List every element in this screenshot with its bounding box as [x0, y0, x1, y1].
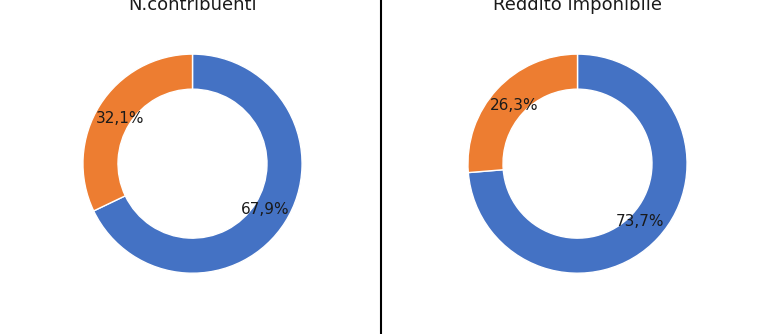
Wedge shape [468, 54, 578, 173]
Wedge shape [94, 54, 302, 273]
Text: 67,9%: 67,9% [240, 202, 289, 217]
Wedge shape [468, 54, 687, 273]
Wedge shape [83, 54, 192, 211]
Text: 26,3%: 26,3% [490, 98, 539, 113]
Title: N.contribuenti: N.contribuenti [128, 0, 257, 14]
Text: 32,1%: 32,1% [96, 111, 145, 126]
Text: 73,7%: 73,7% [616, 214, 665, 229]
Title: Reddito imponibile: Reddito imponibile [493, 0, 662, 14]
